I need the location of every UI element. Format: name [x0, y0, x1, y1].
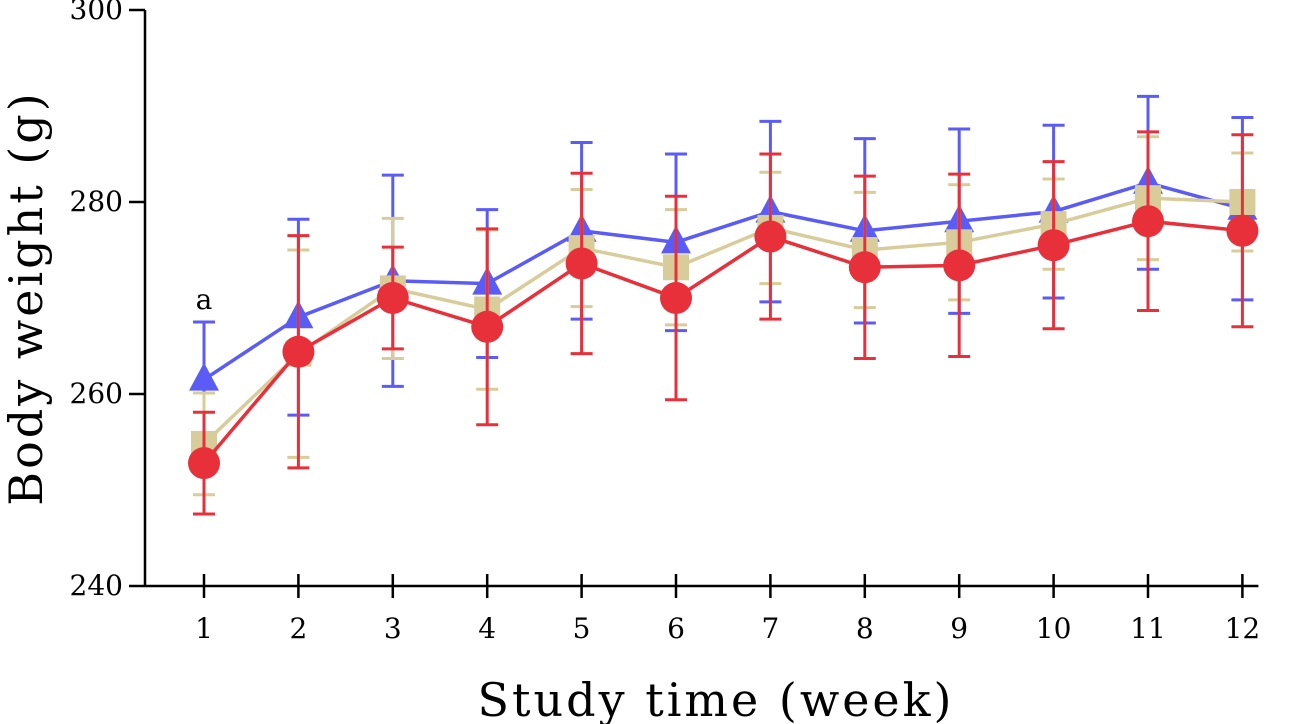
data-point — [754, 220, 787, 253]
x-tick-label: 3 — [384, 612, 402, 645]
x-tick-label: 1 — [195, 612, 213, 645]
x-tick-label: 7 — [761, 612, 779, 645]
annotation: a — [196, 283, 213, 316]
data-point — [943, 249, 976, 282]
data-point — [848, 251, 881, 284]
series-layer — [188, 94, 1259, 516]
y-axis-title: Body weight (g) — [0, 90, 53, 505]
x-tick-label: 8 — [856, 612, 874, 645]
series-2 — [191, 135, 1256, 497]
data-point — [1226, 214, 1259, 247]
data-point — [1132, 205, 1164, 238]
data-point — [1037, 229, 1070, 262]
data-point — [471, 310, 504, 343]
x-tick-label: 11 — [1130, 612, 1166, 645]
x-tick-label: 4 — [478, 612, 496, 645]
y-tick-label: 300 — [70, 0, 123, 26]
data-point — [188, 447, 220, 480]
x-tick-label: 2 — [289, 612, 307, 645]
series-line — [202, 219, 1243, 465]
y-tick-label: 260 — [70, 377, 123, 410]
series-line — [203, 180, 1243, 382]
data-point — [282, 335, 315, 368]
x-tick-label: 9 — [950, 612, 968, 645]
x-axis-title: Study time (week) — [478, 673, 955, 724]
x-tick-label: 10 — [1036, 612, 1072, 645]
y-tick-label: 280 — [70, 185, 123, 218]
labels: Study time (week) Body weight (g) a — [0, 90, 955, 724]
x-tick-label: 5 — [573, 612, 591, 645]
x-tick-label: 12 — [1225, 612, 1261, 645]
data-point — [660, 282, 692, 314]
data-point — [189, 362, 219, 391]
x-tick-label: 6 — [667, 612, 685, 645]
data-point — [376, 282, 409, 314]
y-tick-label: 240 — [70, 569, 123, 602]
data-point — [565, 247, 598, 280]
series-3 — [188, 130, 1259, 516]
